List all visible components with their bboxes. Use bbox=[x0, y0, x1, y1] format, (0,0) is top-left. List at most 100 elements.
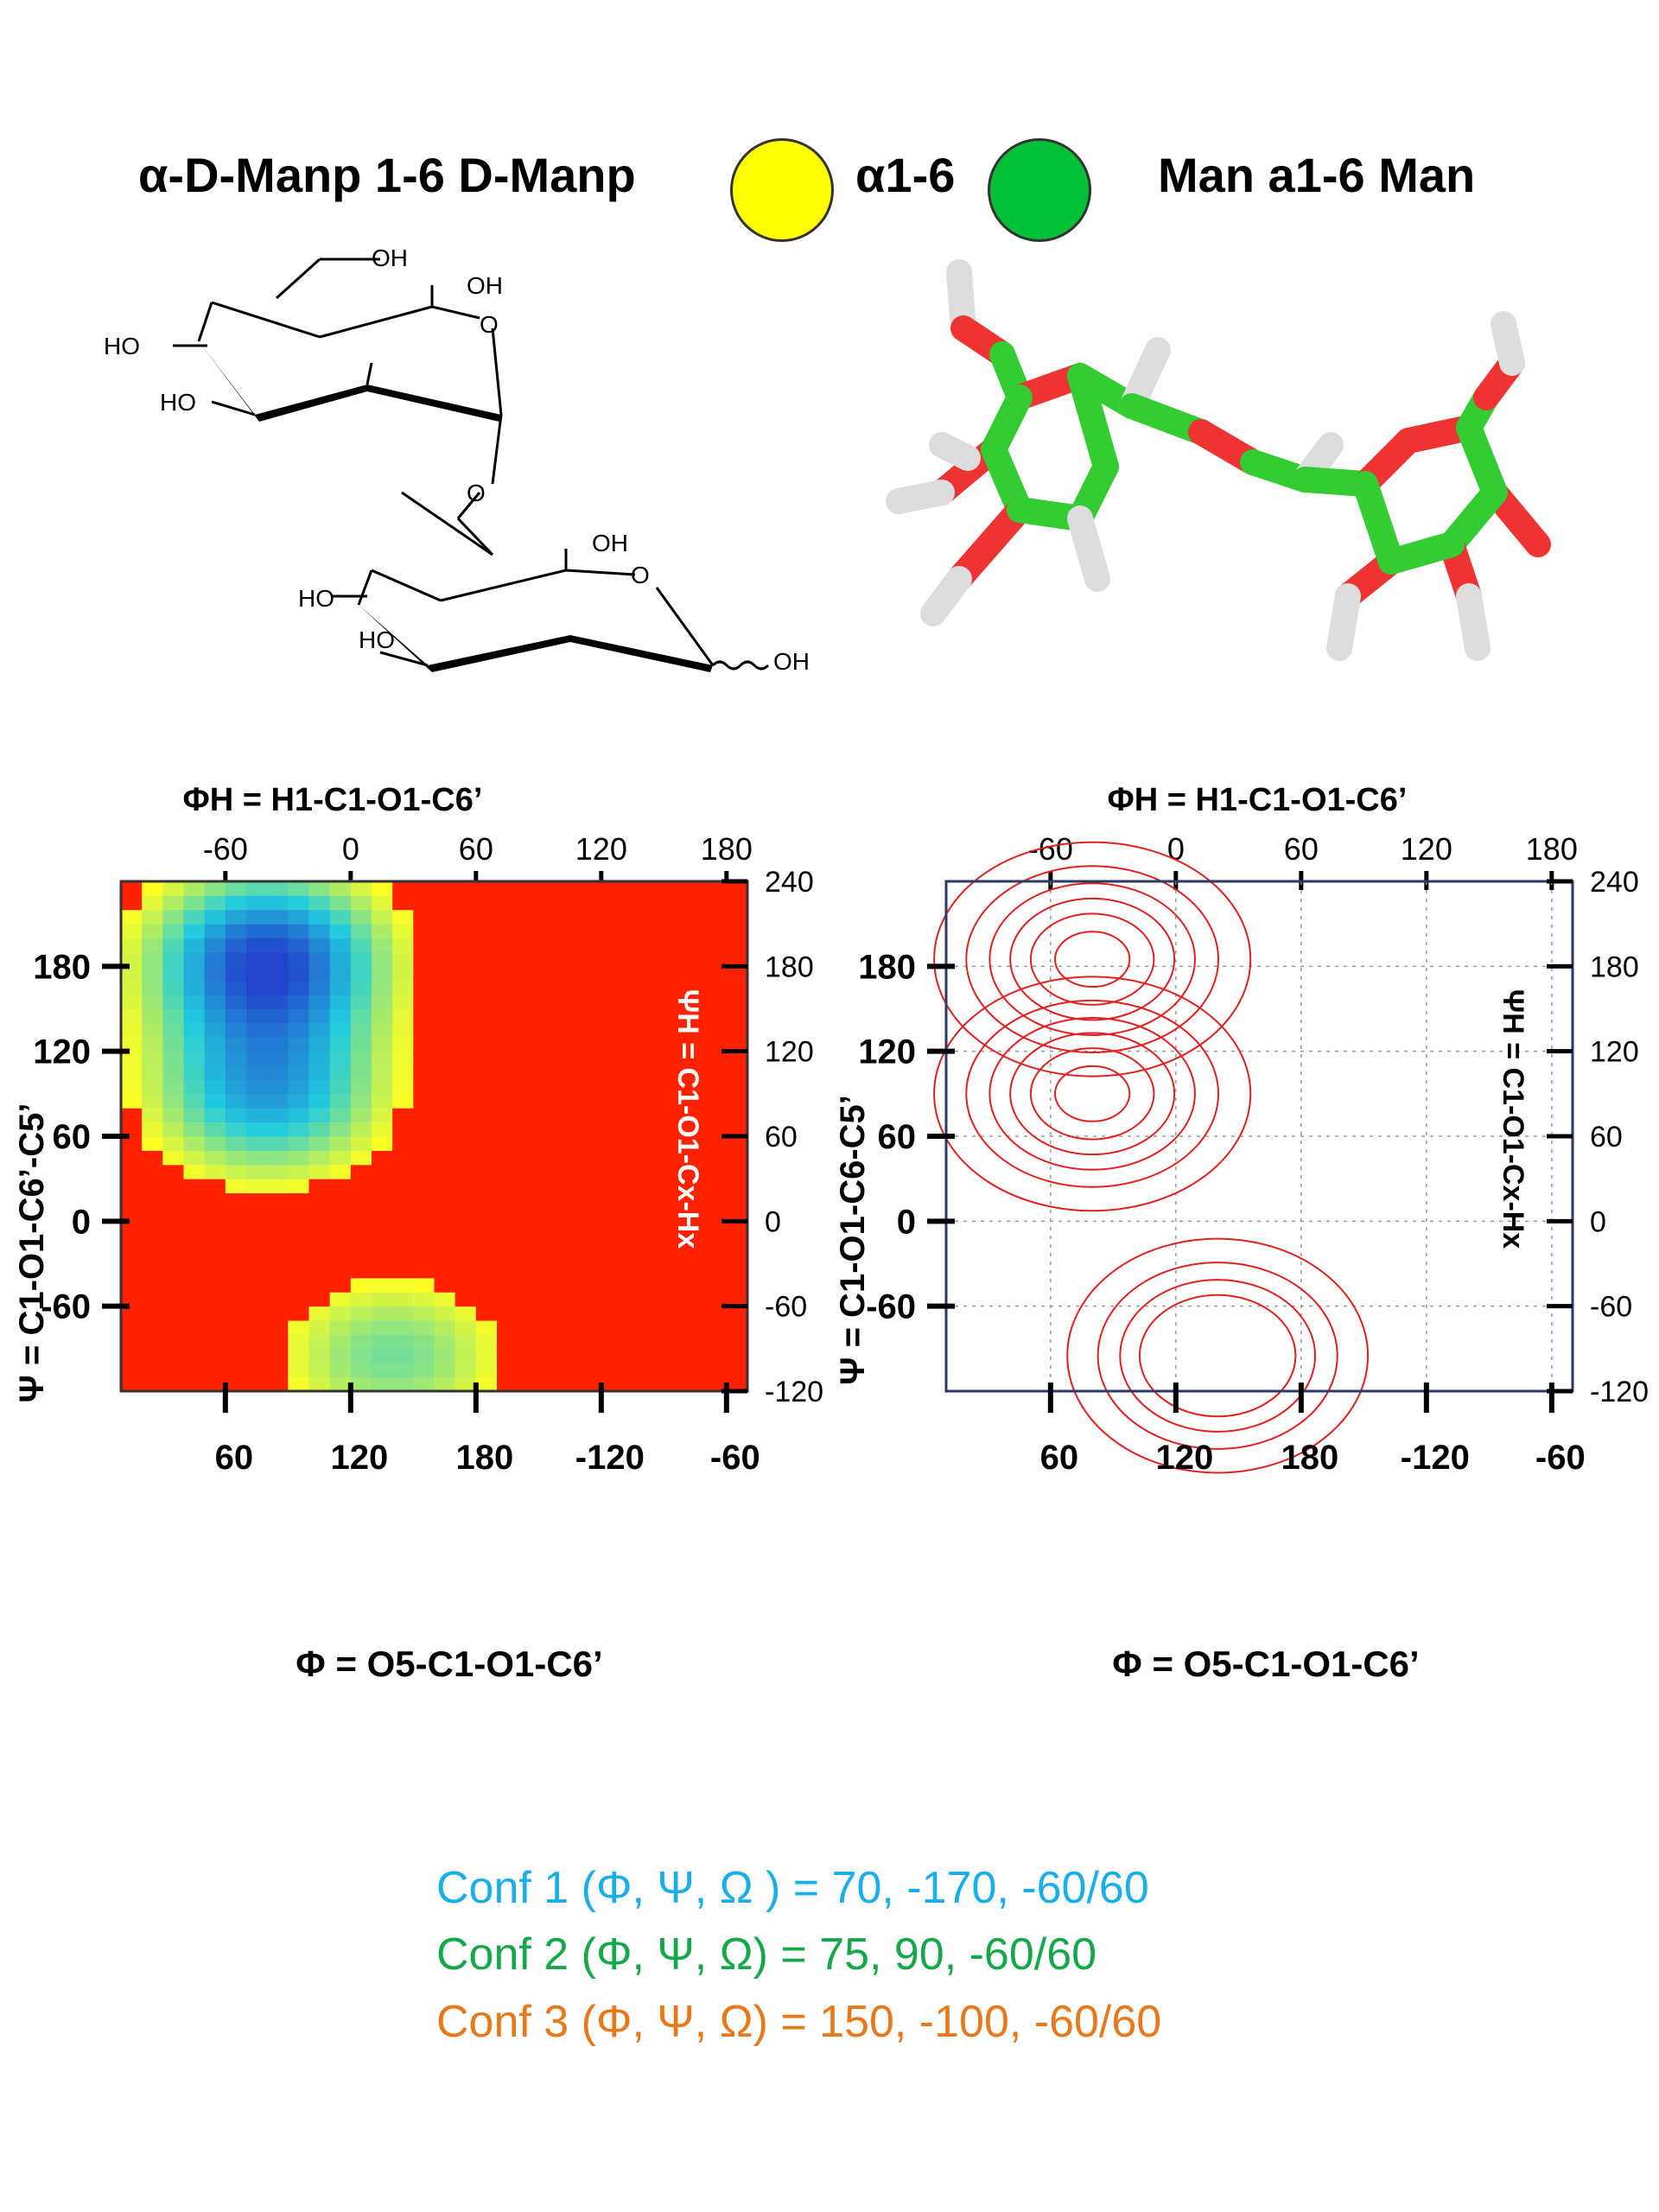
heatmap-cell bbox=[475, 1263, 498, 1279]
heatmap-cell bbox=[350, 980, 372, 995]
left-bottom-tick-label: -60 bbox=[710, 1439, 760, 1477]
heatmap-cell bbox=[288, 995, 309, 1009]
heatmap-cell bbox=[308, 1249, 331, 1264]
heatmap-cell bbox=[643, 1150, 664, 1166]
heatmap-cell bbox=[538, 1320, 560, 1335]
heatmap-cell bbox=[183, 1093, 206, 1109]
heatmap-cell bbox=[372, 1179, 393, 1194]
contour-chart: ΦH = H1-C1-O1-C6’ -60 0 60 120 180 180 120 60 0… bbox=[834, 782, 1649, 1684]
heatmap-cell bbox=[497, 881, 518, 896]
heatmap-cell bbox=[559, 924, 582, 939]
heatmap-cell bbox=[267, 1263, 289, 1279]
heatmap-cell bbox=[475, 1348, 498, 1363]
heatmap-cell bbox=[225, 1206, 247, 1222]
right-top-tick-label: -60 bbox=[1028, 831, 1073, 867]
heatmap-cell bbox=[372, 1037, 393, 1052]
heatmap-cell bbox=[162, 1320, 184, 1335]
heatmap-cell bbox=[643, 1051, 664, 1066]
heatmap-cell bbox=[142, 980, 163, 995]
heatmap-cell bbox=[580, 1249, 602, 1264]
heatmap-cell bbox=[559, 1292, 582, 1307]
heatmap-cell bbox=[622, 1334, 644, 1350]
heatmap-cell bbox=[664, 1079, 685, 1095]
heatmap-cell bbox=[601, 1320, 623, 1335]
heatmap-cell bbox=[622, 1277, 644, 1293]
heatmap-cell bbox=[518, 980, 539, 995]
heatmap-cell bbox=[454, 1277, 477, 1293]
right-bottom-tick-label: -60 bbox=[1535, 1439, 1586, 1477]
heatmap-cell bbox=[601, 1376, 623, 1392]
heatmap-cell bbox=[643, 1334, 664, 1350]
heatmap-cell bbox=[643, 1376, 664, 1392]
contour-line bbox=[1029, 1047, 1155, 1141]
heatmap-cell bbox=[308, 1277, 331, 1293]
heatmap-cell bbox=[246, 1363, 268, 1378]
heatmap-cell bbox=[622, 1221, 644, 1236]
heatmap-cell bbox=[475, 1277, 498, 1293]
heatmap-cell bbox=[705, 1376, 728, 1392]
heatmap-cell bbox=[622, 1079, 644, 1095]
heatmap-cell bbox=[580, 1263, 602, 1279]
heatmap-cell bbox=[372, 1348, 393, 1363]
left-right-tick-label: -120 bbox=[765, 1376, 823, 1408]
heatmap-cell bbox=[329, 1008, 352, 1024]
heatmap-cell bbox=[329, 1122, 352, 1137]
heatmap-cell bbox=[622, 1306, 644, 1321]
heatmap-cell bbox=[121, 938, 143, 953]
heatmap-cell bbox=[497, 1376, 518, 1392]
heatmap-cell bbox=[204, 1206, 226, 1222]
heatmap-cell bbox=[559, 1037, 582, 1052]
heatmap-cell bbox=[308, 980, 331, 995]
heatmap-cell bbox=[559, 1008, 582, 1024]
heatmap-cell bbox=[246, 966, 268, 982]
heatmap-cell bbox=[538, 1051, 560, 1066]
heatmap-cell bbox=[664, 1263, 685, 1279]
heatmap-cell bbox=[705, 1192, 728, 1208]
heatmap-cell bbox=[372, 1235, 393, 1250]
heatmap-cell bbox=[726, 1136, 748, 1151]
heatmap-cell bbox=[559, 1079, 582, 1095]
heatmap-cell bbox=[497, 1179, 518, 1194]
heatmap-cell bbox=[434, 1164, 456, 1179]
heatmap-cell bbox=[246, 1037, 268, 1052]
heatmap-cell bbox=[225, 1249, 247, 1264]
heatmap-cell bbox=[726, 1306, 748, 1321]
heatmap-cell bbox=[601, 1136, 623, 1151]
heatmap-cell bbox=[664, 966, 685, 982]
heatmap-cell bbox=[601, 1022, 623, 1038]
left-left-tick-label: 180 bbox=[33, 948, 91, 986]
heatmap-cell bbox=[434, 1376, 456, 1392]
heatmap-cell bbox=[538, 1192, 560, 1208]
heatmap-cell bbox=[183, 951, 206, 967]
heatmap-cell bbox=[413, 1306, 435, 1321]
heatmap-cell bbox=[308, 1348, 331, 1363]
heatmap-cell bbox=[580, 881, 602, 896]
heatmap-cell bbox=[664, 1221, 685, 1236]
heatmap-cell bbox=[580, 966, 602, 982]
heatmap-cell bbox=[413, 1348, 435, 1363]
heatmap-cell bbox=[559, 909, 582, 925]
heatmap-cell bbox=[622, 1136, 644, 1151]
heatmap-cell bbox=[726, 1065, 748, 1080]
heatmap-cell bbox=[726, 1363, 748, 1378]
heatmap-cell bbox=[350, 1122, 372, 1137]
heatmap-cell bbox=[350, 1292, 372, 1307]
conformer-1-line: Conf 1 (Φ, Ψ, Ω ) = 70, -170, -60/60 bbox=[436, 1863, 1149, 1913]
heatmap-cell bbox=[267, 895, 289, 911]
heatmap-cell bbox=[267, 1022, 289, 1038]
left-bottom-tick-label: 120 bbox=[330, 1439, 388, 1477]
left-left-tick-label: 0 bbox=[72, 1203, 91, 1241]
heatmap-cell bbox=[643, 1206, 664, 1222]
heatmap-cell bbox=[559, 1206, 582, 1222]
heatmap-cell bbox=[684, 1263, 707, 1279]
heatmap-cell bbox=[454, 1136, 477, 1151]
heatmap-cell bbox=[726, 1008, 748, 1024]
heatmap-cell bbox=[121, 1192, 143, 1208]
heatmap-cell bbox=[246, 1306, 268, 1321]
heatmap-cell bbox=[392, 995, 414, 1009]
heatmap-cell bbox=[601, 1192, 623, 1208]
contour-right-axis-title: ΨH = C1-O1-Cx-Hx bbox=[1497, 989, 1529, 1249]
heatmap-cell bbox=[497, 1065, 518, 1080]
heatmap-bottom-axis-title: Φ = O5-C1-O1-C6’ bbox=[296, 1643, 602, 1684]
label-ring1-o: O bbox=[480, 311, 499, 338]
